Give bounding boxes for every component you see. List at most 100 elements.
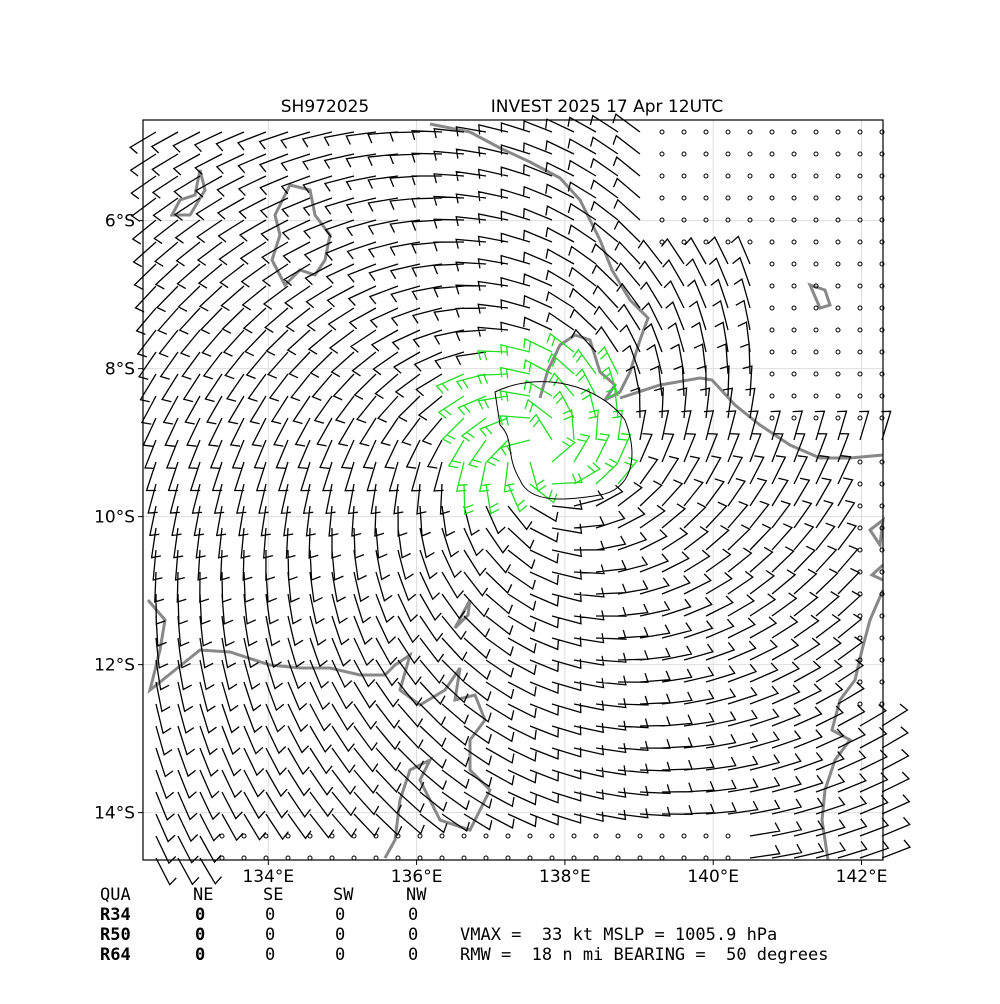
calm-dot <box>857 525 863 531</box>
calm-dot <box>857 481 863 487</box>
calm-dot <box>813 173 819 179</box>
calm-dot <box>879 657 885 663</box>
calm-dot <box>725 195 731 201</box>
calm-dot <box>791 261 797 267</box>
calm-dot <box>725 833 731 839</box>
calm-dot <box>857 349 863 355</box>
calm-dot <box>857 679 863 685</box>
calm-dot <box>879 129 885 135</box>
calm-dot <box>791 217 797 223</box>
calm-dot <box>879 415 885 421</box>
calm-dot <box>835 283 841 289</box>
calm-dot <box>659 833 665 839</box>
calm-dot <box>835 217 841 223</box>
title: INVEST 2025 17 Apr 12UTC <box>491 97 724 117</box>
calm-dot <box>879 701 885 707</box>
calm-dot <box>659 239 665 245</box>
calm-dot <box>813 239 819 245</box>
y-tick-label: 6°S <box>105 212 135 232</box>
calm-dot <box>769 371 775 377</box>
calm-dot <box>681 129 687 135</box>
calm-dot <box>769 261 775 267</box>
table-header: SW <box>333 885 354 905</box>
summary-line: RMW = 18 n mi BEARING = 50 degrees <box>460 945 828 965</box>
x-tick-label: 136°E <box>391 867 443 887</box>
calm-dot <box>879 151 885 157</box>
table-cell: 0 <box>195 925 205 945</box>
calm-dot <box>725 239 731 245</box>
coastline <box>807 282 832 310</box>
table-header: SE <box>263 885 283 905</box>
calm-dot <box>857 305 863 311</box>
table-cell: 0 <box>265 905 275 925</box>
table-cell: 0 <box>335 945 345 965</box>
y-tick-label: 8°S <box>105 360 135 380</box>
table-cell: 0 <box>408 945 418 965</box>
calm-dot <box>593 833 599 839</box>
calm-dot <box>835 305 841 311</box>
table-header: QUA <box>100 885 131 905</box>
calm-dot <box>857 547 863 553</box>
calm-dot <box>879 525 885 531</box>
table-cell: 0 <box>265 945 275 965</box>
calm-dot <box>813 393 819 399</box>
calm-dot <box>879 459 885 465</box>
wind-barbs-green <box>435 332 639 515</box>
calm-dot <box>791 393 797 399</box>
calm-dot <box>241 833 247 839</box>
calm-dot <box>219 833 225 839</box>
calm-dot <box>879 239 885 245</box>
calm-dot <box>725 217 731 223</box>
calm-dot <box>791 371 797 377</box>
table-row-label: R34 <box>100 905 131 925</box>
calm-dot <box>879 305 885 311</box>
calm-dot <box>791 151 797 157</box>
calm-dot <box>857 371 863 377</box>
calm-dot <box>461 833 467 839</box>
coastlines <box>146 122 885 861</box>
calm-dot <box>857 151 863 157</box>
calm-dot <box>769 195 775 201</box>
calm-dot <box>835 129 841 135</box>
calm-dot <box>835 261 841 267</box>
table-header: NW <box>406 885 427 905</box>
calm-dot <box>659 129 665 135</box>
calm-dot <box>791 239 797 245</box>
calm-dot <box>769 349 775 355</box>
calm-dot <box>879 283 885 289</box>
calm-dot <box>725 151 731 157</box>
calm-dot <box>835 239 841 245</box>
calm-dot <box>791 415 797 421</box>
coastline <box>820 589 885 861</box>
calm-dot <box>791 195 797 201</box>
calm-dot <box>703 239 709 245</box>
calm-dot <box>505 833 511 839</box>
calm-dot <box>659 151 665 157</box>
coastline <box>619 376 884 460</box>
table-cell: 0 <box>408 905 418 925</box>
calm-dot <box>681 217 687 223</box>
calm-dot <box>285 833 291 839</box>
x-tick-label: 138°E <box>539 867 591 887</box>
calm-dot <box>769 283 775 289</box>
table-cell: 0 <box>265 925 275 945</box>
calm-dot <box>879 635 885 641</box>
x-tick-label: 134°E <box>242 867 294 887</box>
calm-dot <box>725 173 731 179</box>
y-tick-label: 14°S <box>94 804 135 824</box>
coastline <box>146 599 492 859</box>
calm-dot <box>813 305 819 311</box>
calm-dot <box>417 833 423 839</box>
calm-dot <box>835 349 841 355</box>
calm-dot <box>769 327 775 333</box>
calm-dot <box>857 657 863 663</box>
calm-dot <box>879 371 885 377</box>
calm-dot <box>549 833 555 839</box>
calm-dot <box>791 305 797 311</box>
calm-dot <box>813 415 819 421</box>
calm-dot <box>571 833 577 839</box>
center-contour <box>494 381 633 500</box>
calm-dot <box>879 195 885 201</box>
coastline <box>867 516 885 582</box>
calm-dot <box>879 569 885 575</box>
